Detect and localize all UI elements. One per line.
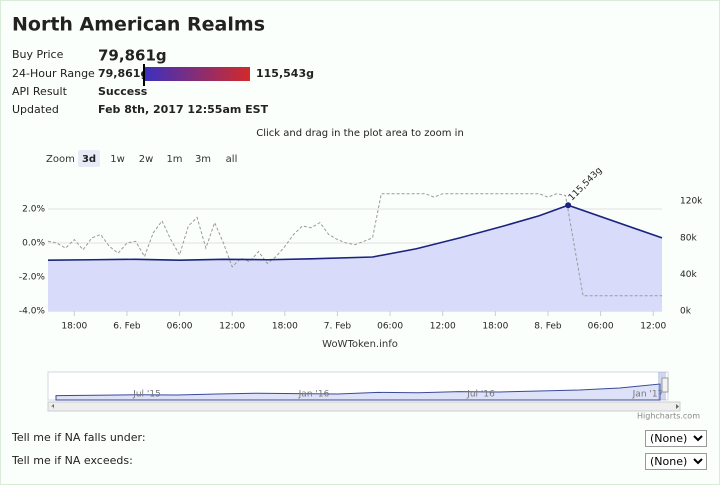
range-low: 79,861g [98,67,148,80]
navigator-handle [661,377,669,393]
zoom-button[interactable]: 2w [135,150,157,167]
zoom-button[interactable]: 3m [192,150,214,167]
y2-tick-label: 0k [680,307,692,317]
x-tick-label: 06:00 [377,322,403,332]
navigator-label: Jan '17 [632,390,664,400]
range-high: 115,543g [256,67,314,80]
zoom-button[interactable]: 1m [164,150,186,167]
brand: Highcharts.com [637,412,700,421]
y2-tick-label: 40k [680,270,697,280]
zoom-button[interactable]: 1w [107,150,129,167]
line [47,193,662,297]
y-tick-label: -4.0% [19,307,46,317]
line [47,204,663,261]
range-bar [144,67,250,81]
scroll-arrow [676,404,679,409]
x-tick-label: 18:00 [482,322,508,332]
y2-tick-label: 80k [680,233,697,243]
x-tick-label: 12:00 [430,322,456,332]
zoom-button-label[interactable]: all [226,154,238,165]
alert-select[interactable]: (None) [645,430,707,447]
credit: WoWToken.info [322,339,398,350]
updated: Feb 8th, 2017 12:55am EST [98,103,269,116]
peak-marker [565,202,572,209]
navigator-label: Jul '15 [132,390,161,400]
scroll-arrow [51,404,54,409]
y2-tick-label: 120k [680,197,703,207]
x-tick-label: 12:00 [640,322,666,332]
info-label: Buy Price [12,48,64,61]
alert-label: Tell me if NA falls under: [11,431,146,444]
buy-price: 79,861g [98,47,167,65]
zoom-button-label[interactable]: 3d [82,154,96,165]
info-label: API Result [12,85,68,98]
info-label: Updated [12,103,59,116]
x-tick-label: 7. Feb [324,322,352,332]
navigator-label: Jul '16 [466,390,495,400]
api-result: Success [98,85,148,98]
chart-subtitle: Click and drag in the plot area to zoom … [256,128,464,139]
navigator-label: Jan '16 [298,390,330,400]
zoom-button-label[interactable]: 1m [166,154,182,165]
zoom-button-bg [78,150,100,167]
y-tick-label: 2.0% [22,205,45,215]
page-title: North American Realms [12,14,265,36]
zoom-label: Zoom [46,154,75,165]
x-tick-label: 06:00 [588,322,614,332]
y-tick-label: -2.0% [19,273,46,283]
alert-label: Tell me if NA exceeds: [11,454,133,467]
x-tick-label: 8. Feb [534,322,562,332]
zoom-button[interactable]: all [221,150,243,167]
x-tick-label: 18:00 [61,322,87,332]
zoom-button[interactable]: 3d [78,150,100,167]
x-tick-label: 6. Feb [113,322,141,332]
scrollbar [47,401,681,412]
info-label: 24-Hour Range [12,67,95,80]
navigator-area [55,383,661,401]
x-tick-label: 12:00 [219,322,245,332]
zoom-button-label[interactable]: 1w [110,154,125,165]
y-tick-label: 0.0% [22,239,45,249]
alert-select[interactable]: (None) [645,453,707,470]
zoom-button-label[interactable]: 3m [195,154,211,165]
annotation: 115,543g [567,166,604,203]
x-tick-label: 06:00 [167,322,193,332]
x-tick-label: 18:00 [272,322,298,332]
zoom-button-label[interactable]: 2w [139,154,154,165]
